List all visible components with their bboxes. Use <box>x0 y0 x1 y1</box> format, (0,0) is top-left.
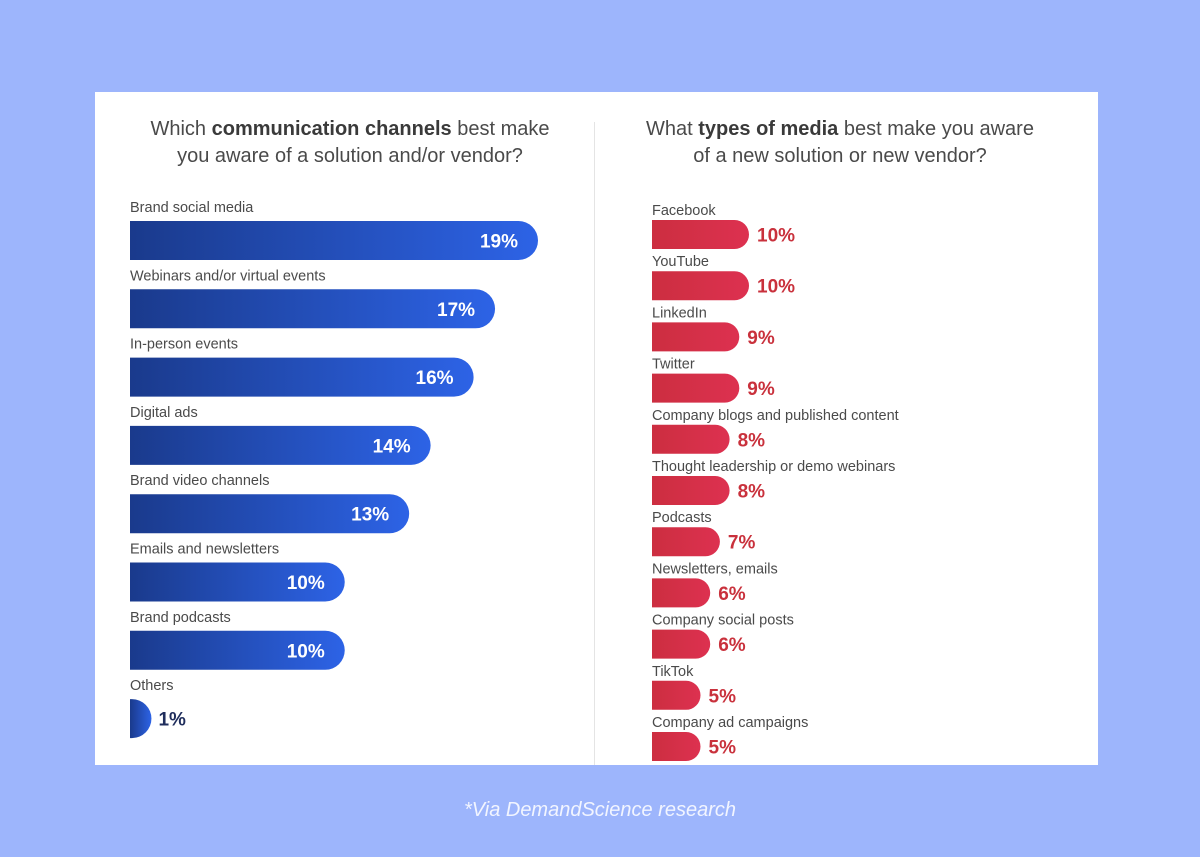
right-value-label-podcasts: 7% <box>728 533 756 554</box>
left-bar-emails-and-newsletters <box>130 562 345 602</box>
left-title-post: best make <box>451 118 550 140</box>
right-category-label-tiktok: TikTok <box>652 664 694 680</box>
right-bar-facebook <box>652 220 749 249</box>
left-category-label-brand-video-channels: Brand video channels <box>130 473 269 489</box>
right-bar-thought-leadership-or-demo-webinars <box>652 476 730 505</box>
left-category-label-brand-social-media: Brand social media <box>130 200 254 216</box>
left-value-label-emails-and-newsletters: 10% <box>287 573 325 594</box>
right-category-label-company-social-posts: Company social posts <box>652 613 794 629</box>
left-bar-webinars-and-or-virtual-events <box>130 289 496 329</box>
right-category-label-youtube: YouTube <box>652 254 709 270</box>
left-title-bold: communication channels <box>211 118 452 140</box>
left-category-label-digital-ads: Digital ads <box>130 405 198 421</box>
chart-card: Which communication channels best make y… <box>95 92 1098 765</box>
left-category-label-in-person-events: In-person events <box>130 337 238 353</box>
right-bar-linkedin <box>652 322 740 352</box>
left-bar-in-person-events <box>130 357 474 397</box>
right-value-label-youtube: 10% <box>757 277 795 298</box>
left-chart-title: Which communication channels best make y… <box>115 116 585 170</box>
right-value-label-linkedin: 9% <box>747 328 775 349</box>
right-category-label-podcasts: Podcasts <box>652 510 712 526</box>
media-types-bar-chart: Facebook 10% YouTube 10% LinkedIn 9% Twitter 9%… <box>652 203 899 761</box>
left-bar-brand-video-channels <box>130 494 410 534</box>
left-category-label-webinars-and-or-virtual-events: Webinars and/or virtual events <box>130 268 326 284</box>
right-value-label-company-ad-campaigns: 5% <box>709 738 737 759</box>
right-category-label-company-blogs-and-published-content: Company blogs and published content <box>652 408 899 424</box>
right-bar-twitter <box>652 373 740 403</box>
right-bar-youtube <box>652 271 749 301</box>
left-category-label-brand-podcasts: Brand podcasts <box>130 610 231 626</box>
right-bar-tiktok <box>652 680 701 710</box>
left-category-label-emails-and-newsletters: Emails and newsletters <box>130 542 279 558</box>
left-bar-brand-social-media <box>130 221 538 260</box>
right-value-label-tiktok: 5% <box>709 686 737 707</box>
right-category-label-twitter: Twitter <box>652 357 695 373</box>
left-title-line-1: Which communication channels best make <box>115 116 585 143</box>
left-title-pre: Which <box>150 118 212 140</box>
right-value-label-twitter: 9% <box>747 379 775 400</box>
right-title-post: best make you aware <box>838 118 1034 140</box>
left-bar-others <box>130 699 152 739</box>
right-title-pre: What <box>646 118 699 140</box>
right-value-label-facebook: 10% <box>757 226 795 247</box>
right-bar-podcasts <box>652 527 720 557</box>
left-value-label-brand-podcasts: 10% <box>287 641 325 662</box>
chart-divider <box>594 122 595 765</box>
right-value-label-thought-leadership-or-demo-webinars: 8% <box>738 482 766 503</box>
right-title-line-2: of a new solution or new vendor? <box>693 145 987 167</box>
left-value-label-in-person-events: 16% <box>416 368 454 389</box>
right-category-label-linkedin: LinkedIn <box>652 305 707 321</box>
left-bar-brand-podcasts <box>130 630 345 670</box>
right-chart-title: What types of media best make you aware … <box>605 116 1075 170</box>
right-category-label-company-ad-campaigns: Company ad campaigns <box>652 715 808 731</box>
communication-channels-bar-chart: Brand social media 19% Webinars and/or vir… <box>130 200 538 739</box>
source-footnote: *Via DemandScience research <box>463 799 736 821</box>
right-title-bold: types of media <box>698 118 839 140</box>
right-bar-company-social-posts <box>652 629 711 659</box>
left-value-label-brand-video-channels: 13% <box>351 505 389 526</box>
right-category-label-newsletters-emails: Newsletters, emails <box>652 561 778 577</box>
right-title-line-1: What types of media best make you aware <box>605 116 1075 143</box>
left-value-label-digital-ads: 14% <box>373 436 411 457</box>
right-value-label-company-blogs-and-published-content: 8% <box>738 430 766 451</box>
left-category-label-others: Others <box>130 678 174 694</box>
right-bar-company-blogs-and-published-content <box>652 424 730 454</box>
left-value-label-others: 1% <box>158 710 186 731</box>
left-value-label-brand-social-media: 19% <box>480 232 518 253</box>
right-category-label-facebook: Facebook <box>652 203 716 219</box>
left-bar-digital-ads <box>130 425 431 465</box>
right-bar-company-ad-campaigns <box>652 732 701 761</box>
right-value-label-newsletters-emails: 6% <box>718 584 746 605</box>
right-value-label-company-social-posts: 6% <box>718 635 746 656</box>
left-value-label-webinars-and-or-virtual-events: 17% <box>437 300 475 321</box>
left-title-line-2: you aware of a solution and/or vendor? <box>177 145 523 167</box>
right-bar-newsletters-emails <box>652 578 711 608</box>
right-category-label-thought-leadership-or-demo-webinars: Thought leadership or demo webinars <box>652 459 895 475</box>
